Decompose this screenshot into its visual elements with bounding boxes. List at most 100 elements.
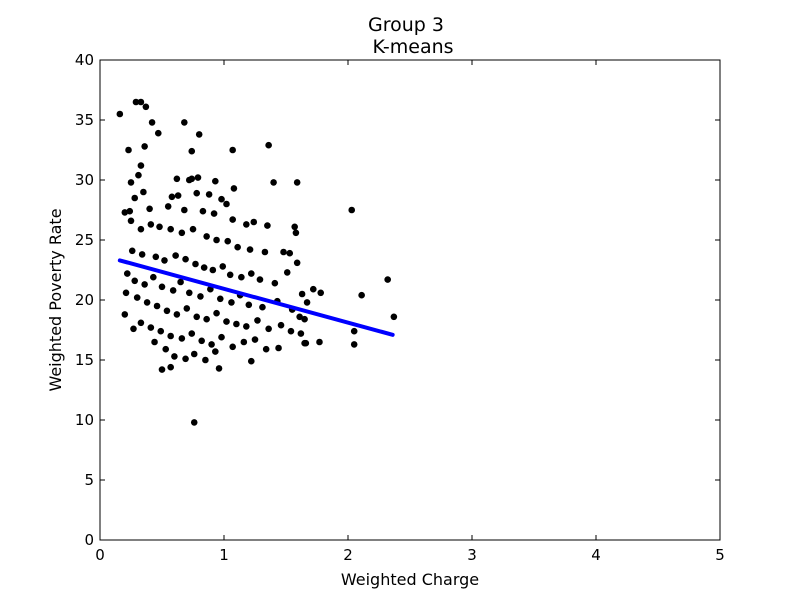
data-point bbox=[210, 210, 218, 217]
data-points bbox=[116, 98, 398, 426]
data-point bbox=[138, 251, 146, 258]
data-point bbox=[122, 289, 130, 297]
data-point bbox=[147, 324, 155, 331]
data-point bbox=[291, 223, 298, 231]
data-point bbox=[233, 320, 240, 328]
data-point bbox=[121, 311, 129, 318]
data-point bbox=[202, 356, 209, 364]
data-point bbox=[167, 225, 174, 233]
data-point bbox=[161, 257, 168, 264]
data-point bbox=[283, 269, 291, 276]
x-tick-label: 5 bbox=[715, 546, 725, 564]
data-point bbox=[188, 147, 196, 155]
data-point bbox=[141, 143, 148, 150]
data-point bbox=[146, 205, 153, 213]
data-point bbox=[240, 338, 248, 346]
data-point bbox=[390, 313, 398, 321]
data-point bbox=[247, 357, 255, 365]
data-point bbox=[167, 332, 174, 340]
data-point bbox=[264, 222, 271, 229]
data-point bbox=[190, 419, 198, 426]
x-tick-label: 0 bbox=[95, 546, 105, 564]
data-point bbox=[152, 253, 160, 261]
data-point bbox=[137, 319, 145, 327]
data-point bbox=[193, 313, 201, 321]
data-point bbox=[189, 225, 197, 233]
data-point bbox=[234, 243, 241, 251]
data-point bbox=[247, 270, 255, 277]
data-point bbox=[350, 327, 358, 335]
data-point bbox=[246, 246, 254, 253]
data-point bbox=[188, 330, 196, 337]
data-point bbox=[261, 248, 269, 256]
data-point bbox=[197, 293, 204, 300]
data-point bbox=[218, 333, 225, 341]
data-point bbox=[127, 217, 135, 225]
data-point bbox=[296, 313, 303, 321]
data-point bbox=[208, 341, 215, 348]
data-point bbox=[245, 301, 253, 309]
data-point bbox=[348, 206, 356, 214]
y-tick-label: 30 bbox=[75, 171, 94, 189]
data-point bbox=[141, 281, 148, 288]
data-point bbox=[350, 341, 358, 348]
y-tick-label: 35 bbox=[75, 111, 94, 129]
data-point bbox=[243, 323, 250, 330]
data-point bbox=[213, 236, 220, 244]
data-point bbox=[123, 270, 131, 277]
data-point bbox=[131, 194, 139, 202]
data-point bbox=[133, 294, 141, 301]
data-point bbox=[178, 229, 186, 237]
data-point bbox=[228, 299, 235, 306]
data-point bbox=[215, 365, 223, 372]
data-point bbox=[301, 315, 308, 323]
data-point bbox=[131, 277, 139, 285]
data-point bbox=[173, 175, 181, 183]
data-point bbox=[277, 321, 285, 329]
y-tick-label: 25 bbox=[75, 231, 94, 249]
data-point bbox=[309, 285, 317, 293]
data-point bbox=[280, 248, 287, 256]
chart-title: Group 3 bbox=[368, 14, 444, 36]
data-point bbox=[169, 287, 177, 294]
data-point bbox=[162, 345, 170, 353]
data-point bbox=[147, 221, 155, 228]
data-point bbox=[192, 260, 199, 268]
data-point bbox=[127, 179, 135, 186]
y-tick-label: 15 bbox=[75, 351, 94, 369]
data-point bbox=[358, 291, 365, 299]
data-point bbox=[212, 348, 219, 355]
data-point bbox=[153, 302, 161, 310]
data-point bbox=[137, 98, 145, 106]
data-point bbox=[229, 216, 236, 223]
chart-subtitle: K-means bbox=[372, 36, 453, 58]
data-point bbox=[183, 305, 191, 312]
data-point bbox=[140, 188, 147, 196]
data-point bbox=[158, 366, 166, 373]
data-point bbox=[181, 119, 188, 126]
data-point bbox=[163, 307, 171, 315]
data-point bbox=[297, 330, 305, 337]
data-point bbox=[137, 225, 145, 233]
data-point bbox=[298, 290, 306, 298]
data-point bbox=[130, 325, 137, 333]
data-point bbox=[229, 343, 236, 351]
data-point bbox=[287, 327, 295, 335]
data-point bbox=[188, 175, 196, 183]
data-point bbox=[126, 207, 134, 215]
data-point bbox=[303, 299, 311, 306]
data-point bbox=[156, 223, 163, 231]
data-point bbox=[121, 209, 129, 216]
data-point bbox=[199, 207, 207, 215]
data-point bbox=[182, 255, 189, 263]
data-point bbox=[384, 276, 391, 283]
y-axis-label: Weighted Poverty Rate bbox=[46, 208, 65, 391]
data-point bbox=[195, 131, 203, 138]
y-tick-label: 5 bbox=[84, 471, 94, 489]
plot-frame bbox=[99, 59, 721, 541]
data-point bbox=[174, 192, 182, 199]
data-point bbox=[177, 278, 184, 286]
y-tick-label: 20 bbox=[75, 291, 94, 309]
regression-line-group bbox=[117, 258, 395, 337]
